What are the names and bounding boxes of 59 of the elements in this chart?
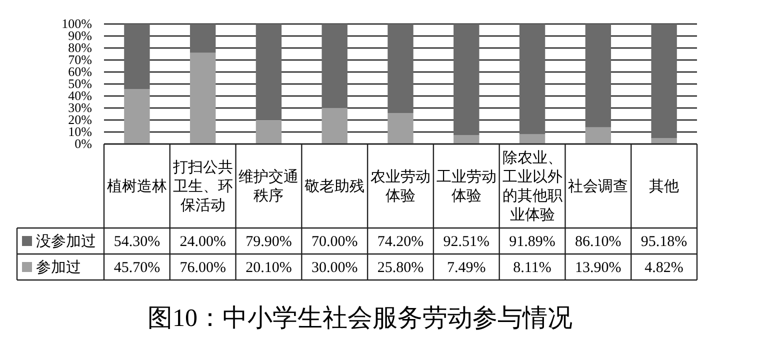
bar: [585, 24, 612, 128]
legend-label: 没参加过: [36, 233, 96, 250]
x-tick-label: 打扫公共卫生、环保活动: [172, 159, 233, 214]
y-tick-label: 0%: [74, 136, 92, 151]
y-tick-label: 50%: [68, 76, 92, 91]
data-label: 92.51%: [443, 234, 490, 250]
x-tick-label: 除农业、工业以外的其他职业体验: [502, 150, 562, 224]
x-tick-label: 社会调查: [568, 178, 628, 195]
x-tick-label: 植树造林: [106, 178, 167, 195]
data-label: 70.00%: [311, 234, 358, 250]
bar: [585, 127, 612, 144]
y-tick-label: 10%: [68, 124, 92, 139]
bar: [256, 120, 282, 144]
y-tick-label: 20%: [68, 112, 92, 127]
bar: [454, 135, 480, 144]
bar: [519, 24, 546, 134]
data-label: 74.20%: [377, 234, 424, 250]
bar: [124, 24, 150, 90]
y-tick-label: 90%: [68, 28, 92, 43]
y-tick-label: 80%: [68, 40, 92, 55]
data-label: 95.18%: [640, 234, 688, 250]
x-tick-label: 农业劳动体验: [370, 168, 430, 204]
data-label: 4.82%: [644, 260, 684, 276]
y-tick-label: 60%: [68, 64, 92, 79]
legend-label: 参加过: [36, 259, 81, 276]
bar: [651, 138, 677, 144]
y-tick-label: 30%: [68, 100, 92, 115]
data-label: 45.70%: [114, 260, 160, 276]
data-label: 91.89%: [509, 234, 556, 250]
y-tick-label: 100%: [62, 16, 92, 31]
bar: [388, 24, 414, 114]
data-label: 79.90%: [246, 234, 292, 250]
data-label: 54.30%: [114, 234, 160, 250]
bar: [651, 24, 677, 138]
x-tick-label: 维护交通秩序: [238, 168, 299, 204]
bar: [454, 24, 480, 136]
bar: [322, 24, 348, 108]
x-tick-label: 其他: [649, 178, 680, 195]
x-tick-label: 工业劳动体验: [436, 168, 496, 204]
bar: [322, 108, 348, 144]
data-label: 20.10%: [246, 260, 292, 276]
text: 图10：中小学生社会服务劳动参与情况: [148, 305, 572, 332]
y-tick-label: 40%: [68, 88, 92, 103]
bar: [190, 24, 216, 53]
y-tick-label: 70%: [68, 52, 92, 67]
data-label: 24.00%: [180, 234, 226, 250]
data-label: 25.80%: [377, 260, 424, 276]
bar: [519, 134, 546, 144]
data-label: 7.49%: [447, 260, 486, 276]
bar: [124, 89, 150, 144]
data-label: 76.00%: [180, 260, 226, 276]
data-label: 8.11%: [513, 260, 552, 276]
bar: [388, 113, 414, 144]
data-label: 30.00%: [311, 260, 358, 276]
bar: [190, 52, 216, 144]
data-label: 86.10%: [575, 234, 622, 250]
x-tick-label: 敬老助残: [304, 178, 365, 195]
bar: [256, 24, 282, 120]
data-label: 13.90%: [575, 260, 622, 276]
